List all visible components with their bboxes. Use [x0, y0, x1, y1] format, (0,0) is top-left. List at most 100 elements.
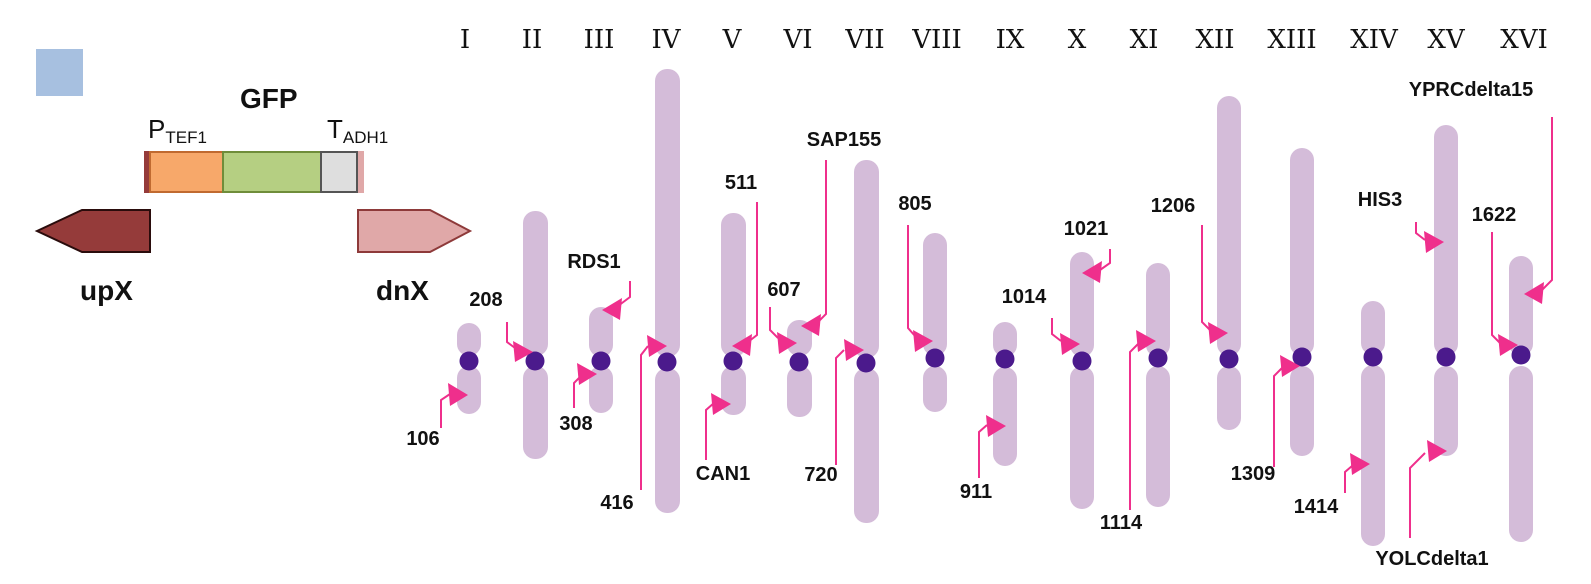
marker-308: [577, 363, 597, 385]
label-1114: 1114: [1100, 512, 1143, 534]
chromosome-XI-arm-bottom: [1146, 366, 1170, 507]
leader-911: [978, 424, 988, 478]
centromere-XIII: [1292, 347, 1312, 367]
cassette-right-cap: [358, 151, 364, 193]
chromosome-XV-arm-top: [1434, 125, 1458, 356]
centromere-IX: [995, 349, 1015, 369]
numeral-I: I: [460, 25, 470, 55]
label-805: 805: [898, 193, 931, 215]
integration-arrowheads: [448, 231, 1544, 475]
numeral-V: V: [722, 25, 743, 55]
chromosome-IV-arm-bottom: [655, 368, 680, 513]
marker-1014: [1060, 333, 1080, 355]
leader-1021: [1099, 249, 1111, 271]
label-911: 911: [960, 481, 992, 503]
leader-1414: [1344, 465, 1353, 493]
centromere-XVI: [1511, 345, 1531, 365]
label-SAP155: SAP155: [807, 129, 882, 151]
gene-label: GFP: [240, 83, 298, 114]
label-HIS3: HIS3: [1358, 189, 1402, 211]
chromosome-XIII-arm-top: [1290, 148, 1314, 356]
marker-1414: [1350, 453, 1370, 475]
dnX-label: dnX: [376, 275, 429, 306]
numeral-VI: VI: [782, 25, 812, 55]
numeral-XI: XI: [1130, 25, 1159, 55]
chromosome-VIII-arm-top: [923, 233, 947, 356]
label-308: 308: [559, 413, 592, 435]
leader-720: [835, 349, 845, 465]
numeral-XIII: XIII: [1267, 25, 1316, 55]
dnX-arrow: [357, 209, 473, 253]
leader-1206: [1201, 225, 1211, 331]
marker-YOLCdelta1: [1427, 440, 1447, 462]
chromosome-VII-arm-top: [854, 160, 879, 358]
chromosome-XVI-arm-bottom: [1509, 366, 1533, 542]
label-1414: 1414: [1294, 496, 1339, 518]
centromeres: [459, 345, 1531, 373]
label-YPRCdelta15: YPRCdelta15: [1409, 79, 1534, 101]
terminator-label: TADH1: [327, 114, 388, 147]
label-720: 720: [804, 464, 837, 486]
chromosome-XVI-arm-top: [1509, 256, 1533, 356]
marker-511: [732, 334, 752, 356]
chromosome-XI-arm-top: [1146, 263, 1170, 357]
chromosome-X-arm-bottom: [1070, 366, 1094, 509]
site-labels: 106 208 RDS1 308 416 511 CAN1 607 SAP155…: [406, 79, 1533, 570]
chromosome-XII-arm-top: [1217, 96, 1241, 356]
centromere-X: [1072, 351, 1092, 371]
numeral-XIV: XIV: [1350, 25, 1399, 55]
leader-1309: [1273, 367, 1283, 467]
label-1622: 1622: [1472, 204, 1517, 226]
label-1021: 1021: [1064, 218, 1109, 240]
label-607: 607: [767, 279, 800, 301]
chromosome-II-arm-bottom: [523, 366, 548, 459]
marker-1622: [1498, 334, 1518, 356]
cassette-left-cap: [144, 151, 150, 193]
chromosome-X-arm-top: [1070, 252, 1094, 357]
terminator-block: [320, 151, 358, 193]
leader-SAP155: [817, 160, 827, 323]
leader-YPRCdelta15: [1539, 117, 1553, 293]
marker-1206: [1208, 322, 1228, 344]
centromere-XI: [1148, 348, 1168, 368]
promoter-block: [149, 151, 224, 193]
centromere-VI: [789, 352, 809, 372]
label-208: 208: [469, 289, 502, 311]
leader-1622: [1491, 232, 1501, 344]
numeral-XV: XV: [1427, 25, 1466, 55]
numeral-XVI: XVI: [1500, 25, 1548, 55]
marker-720: [844, 339, 864, 361]
numeral-III: III: [584, 25, 615, 55]
centromere-III: [591, 351, 611, 371]
chromosome-II-arm-top: [523, 211, 548, 356]
leader-106: [440, 391, 454, 428]
centromere-IV: [657, 352, 677, 372]
marker-911: [986, 415, 1006, 437]
chromosome-XII-arm-bottom: [1217, 366, 1241, 430]
promoter-label: PTEF1: [148, 114, 207, 147]
integration-markers: [440, 117, 1553, 538]
marker-1114: [1136, 330, 1156, 352]
marker-607: [777, 332, 797, 354]
numeral-VII: VII: [844, 25, 884, 55]
marker-416: [647, 335, 667, 357]
label-YOLCdelta1: YOLCdelta1: [1375, 548, 1488, 570]
label-RDS1: RDS1: [567, 251, 620, 273]
chromosome-IV-arm-top: [655, 69, 680, 357]
label-416: 416: [600, 492, 633, 514]
leader-CAN1: [705, 402, 715, 460]
chromosome-XIII-arm-bottom: [1290, 366, 1314, 456]
leader-805: [907, 225, 916, 337]
marker-SAP155: [801, 314, 821, 336]
numeral-VIII: VIII: [911, 25, 962, 55]
centromere-VIII: [925, 348, 945, 368]
numeral-X: X: [1068, 25, 1087, 55]
integration-cassette: GFP PTEF1 TADH1 upX dnX: [34, 49, 473, 306]
chromosome-XIV-arm-top: [1361, 301, 1385, 355]
chromosome-IX-arm-top: [993, 322, 1017, 357]
chromosomes: [457, 69, 1533, 546]
centromere-I: [459, 351, 479, 371]
leader-1014: [1051, 318, 1062, 342]
leader-607: [769, 307, 779, 339]
